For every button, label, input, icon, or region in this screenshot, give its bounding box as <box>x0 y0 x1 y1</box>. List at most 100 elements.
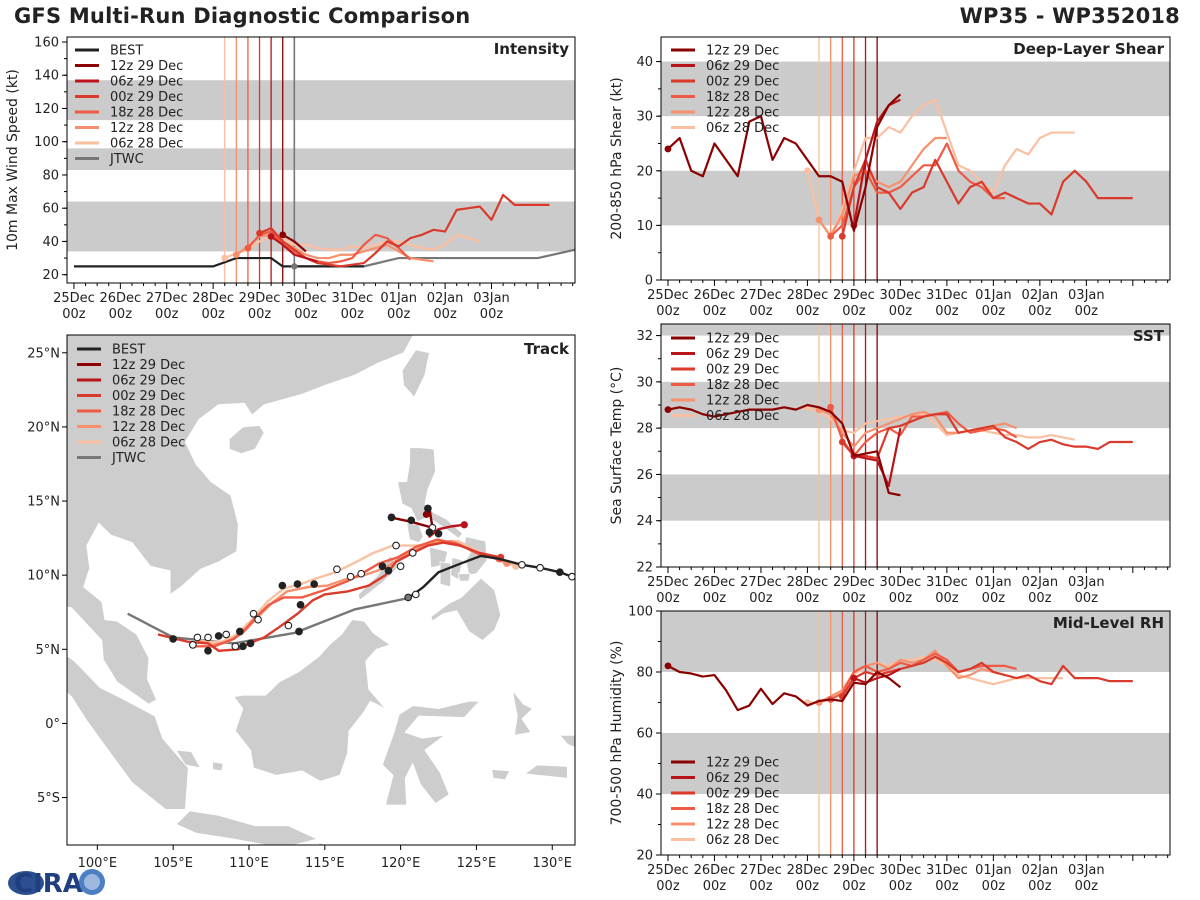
x-tick-label-hour: 00z <box>1028 304 1052 319</box>
x-tick-label-day: 31Dec <box>926 863 968 878</box>
y-tick-label: 120 <box>34 102 59 117</box>
x-tick-label-day: 03Jan <box>1068 575 1105 590</box>
legend-label: 00z 29 Dec <box>706 363 779 378</box>
axes-frame <box>660 323 1171 568</box>
legend-label: 12z 29 Dec <box>112 358 185 373</box>
x-tick-label-hour: 00z <box>480 307 504 322</box>
x-tick-label: 115°E <box>305 856 345 871</box>
legend-label: 12z 29 Dec <box>706 44 779 59</box>
x-tick-label-day: 27Dec <box>740 288 782 303</box>
x-tick-label-day: 26Dec <box>694 863 736 878</box>
panel-rh: 2040608010025Dec00z26Dec00z27Dec00z28Dec… <box>609 605 1171 894</box>
x-tick-label-day: 03Jan <box>473 291 510 306</box>
track-day-marker <box>189 641 197 649</box>
logo-globe-icon <box>8 871 44 895</box>
legend-label: 12z 29 Dec <box>110 59 183 74</box>
track-day-marker <box>193 633 202 642</box>
track-day-marker <box>392 541 400 550</box>
x-tick-label-hour: 00z <box>982 591 1006 606</box>
land-flores <box>439 844 447 845</box>
shading-band <box>67 201 575 252</box>
legend-label: 00z 29 Dec <box>706 75 779 90</box>
x-tick-label-day: 26Dec <box>100 291 142 306</box>
x-tick-label-day: 31Dec <box>926 288 968 303</box>
init-point <box>804 167 811 175</box>
legend-label: 12z 28 Dec <box>110 121 183 136</box>
legend-label: 12z 28 Dec <box>112 420 185 435</box>
legend-label: 06z 28 Dec <box>706 121 779 136</box>
x-tick-label: 100°E <box>78 856 118 871</box>
x-tick-label-day: 25Dec <box>647 863 689 878</box>
axes-frame <box>66 36 576 284</box>
init-point <box>279 231 287 239</box>
y-tick-label: 60 <box>636 727 653 742</box>
legend-label: 06z 28 Dec <box>706 409 779 424</box>
legend-label: 00z 29 Dec <box>112 389 185 404</box>
land-java <box>175 810 319 845</box>
axes-frame <box>660 36 1171 281</box>
init-point <box>256 229 263 237</box>
track-day-marker <box>204 633 212 642</box>
y-tick-label: 40 <box>636 55 653 70</box>
init-point <box>244 244 252 252</box>
panel-sst: 22242628303225Dec00z26Dec00z27Dec00z28De… <box>609 323 1171 606</box>
y-tick-label: 30 <box>636 375 653 390</box>
x-tick-label-day: 01Jan <box>975 575 1012 590</box>
jtwc-init-point <box>291 263 298 270</box>
legend-label: 00z 29 Dec <box>110 90 183 105</box>
x-tick-label-day: 31Dec <box>331 291 373 306</box>
land-borneo <box>233 619 391 782</box>
land-newguinea <box>558 734 575 748</box>
land-bohol <box>457 573 471 582</box>
init-point <box>827 403 835 411</box>
panel-title: Mid-Level RH <box>1053 614 1164 632</box>
forecast-track <box>157 541 501 652</box>
y-tick-label: 20°N <box>27 420 60 435</box>
land-bangka <box>175 749 202 769</box>
x-tick-label-hour: 00z <box>201 307 225 322</box>
x-tick-label-hour: 00z <box>703 591 727 606</box>
track-day-marker <box>222 630 231 639</box>
init-point <box>815 216 823 224</box>
y-axis-label: 700-500 hPa Humidity (%) <box>609 641 625 826</box>
x-tick-label: 130°E <box>532 856 572 871</box>
track-day-marker <box>425 528 434 537</box>
series-line <box>841 413 1133 460</box>
track-day-marker <box>404 593 413 602</box>
legend-label: 12z 28 Dec <box>706 106 779 121</box>
figure-title: GFS Multi-Run Diagnostic Comparison <box>14 4 471 28</box>
y-tick-label: 10°N <box>27 569 60 584</box>
init-point <box>838 232 846 240</box>
shading-band <box>67 148 575 170</box>
shading-band <box>661 474 1170 521</box>
logo-seal-icon <box>79 869 105 895</box>
x-tick-label-hour: 00z <box>703 304 727 319</box>
x-tick-label: 120°E <box>381 856 421 871</box>
x-tick-label-hour: 00z <box>656 879 680 894</box>
x-tick-label-hour: 00z <box>749 591 773 606</box>
x-tick-label-day: 27Dec <box>146 291 188 306</box>
x-tick-label-day: 30Dec <box>285 291 327 306</box>
track-day-marker <box>411 590 420 599</box>
x-tick-label: 125°E <box>457 856 497 871</box>
land-sulawesi <box>381 700 481 806</box>
x-tick-label-day: 25Dec <box>647 288 689 303</box>
track-day-marker <box>568 572 575 581</box>
panel-shear: 01020304025Dec00z26Dec00z27Dec00z28Dec00… <box>609 36 1171 319</box>
y-tick-label: 30 <box>636 110 653 125</box>
track-day-marker <box>236 627 244 636</box>
y-tick-label: 25°N <box>27 346 60 361</box>
y-tick-label: 40 <box>636 788 653 803</box>
legend-label: 06z 28 Dec <box>112 436 185 451</box>
series-line <box>282 233 307 253</box>
legend-label: 18z 28 Dec <box>112 405 185 420</box>
panel-intensity: 2040608010012014016025Dec00z26Dec00z27De… <box>5 35 576 322</box>
x-tick-label-day: 02Jan <box>1022 863 1059 878</box>
series-line <box>841 158 1133 237</box>
track-day-marker <box>408 549 417 557</box>
map-area <box>67 335 575 845</box>
plot-area-sst <box>661 324 1170 567</box>
